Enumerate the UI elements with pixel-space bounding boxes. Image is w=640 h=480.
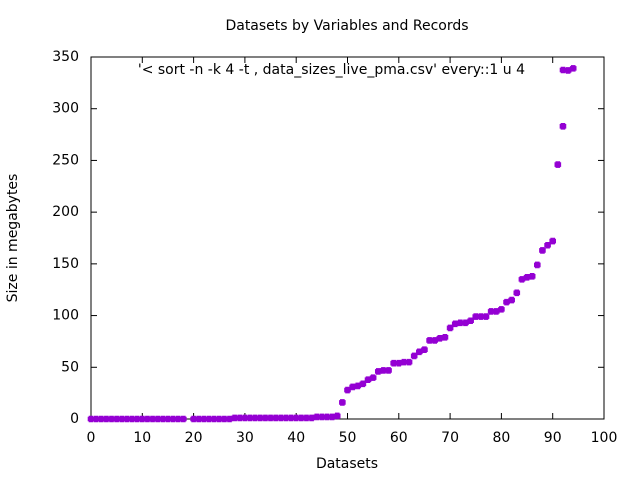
point [446, 324, 454, 332]
point [487, 308, 495, 315]
point [369, 374, 377, 381]
x-tick-label: 30 [236, 430, 254, 446]
point [390, 359, 397, 367]
point [549, 237, 556, 245]
y-tick-label: 50 [61, 359, 79, 375]
point [421, 346, 428, 354]
x-tick-label: 50 [339, 430, 357, 446]
point [503, 298, 510, 306]
point [180, 415, 187, 423]
point [544, 241, 551, 249]
point [200, 415, 208, 423]
point [539, 247, 546, 254]
point [262, 414, 269, 422]
point [523, 274, 531, 281]
point [339, 399, 346, 406]
y-axis-label: Size in megabytes [5, 174, 21, 303]
point [416, 348, 423, 356]
point [482, 313, 490, 320]
point [210, 415, 218, 423]
y-tick-label: 0 [70, 411, 79, 427]
point [344, 386, 351, 394]
point [354, 382, 362, 390]
y-tick-label: 100 [52, 308, 79, 324]
point [431, 337, 439, 344]
point [451, 320, 459, 328]
x-axis-label: Datasets [316, 456, 378, 472]
y-tick-label: 200 [52, 204, 79, 220]
x-tick-label: 10 [133, 430, 151, 446]
x-tick-label: 60 [390, 430, 408, 446]
x-tick-label: 100 [591, 430, 618, 446]
point [569, 65, 577, 72]
chart-title: Datasets by Variables and Records [225, 18, 468, 34]
point [554, 161, 562, 168]
y-tick-label: 150 [52, 256, 79, 272]
y-tick-label: 350 [52, 49, 79, 65]
point [333, 412, 341, 420]
point [133, 415, 141, 423]
point [215, 415, 223, 423]
y-tick-label: 300 [52, 101, 79, 117]
y-tick-label: 250 [52, 152, 79, 168]
point [513, 289, 521, 297]
point [477, 313, 485, 320]
x-tick-label: 20 [185, 430, 203, 446]
point [410, 352, 418, 360]
x-tick-label: 40 [287, 430, 305, 446]
point [303, 414, 310, 422]
point [174, 415, 182, 423]
point [195, 415, 203, 423]
point [462, 319, 469, 327]
point [149, 415, 156, 423]
point [467, 317, 474, 325]
point [108, 415, 115, 423]
point [359, 380, 367, 388]
x-tick-label: 70 [441, 430, 459, 446]
point [498, 306, 505, 313]
point [385, 367, 392, 374]
point [231, 414, 238, 422]
x-tick-label: 80 [492, 430, 510, 446]
point [364, 376, 372, 383]
point [492, 308, 500, 315]
point [518, 276, 526, 283]
point [113, 415, 120, 423]
point [405, 358, 413, 366]
point [534, 261, 541, 269]
point [313, 413, 321, 421]
point [508, 296, 515, 304]
x-tick-label: 0 [87, 430, 96, 446]
point [528, 272, 536, 280]
point [441, 333, 449, 341]
point [559, 122, 567, 130]
point [395, 359, 403, 367]
x-tick-label: 90 [544, 430, 562, 446]
point [164, 415, 172, 423]
legend-label: '< sort -n -k 4 -t , data_sizes_live_pma… [138, 62, 525, 78]
point [226, 415, 233, 423]
legend-marker [559, 66, 567, 74]
